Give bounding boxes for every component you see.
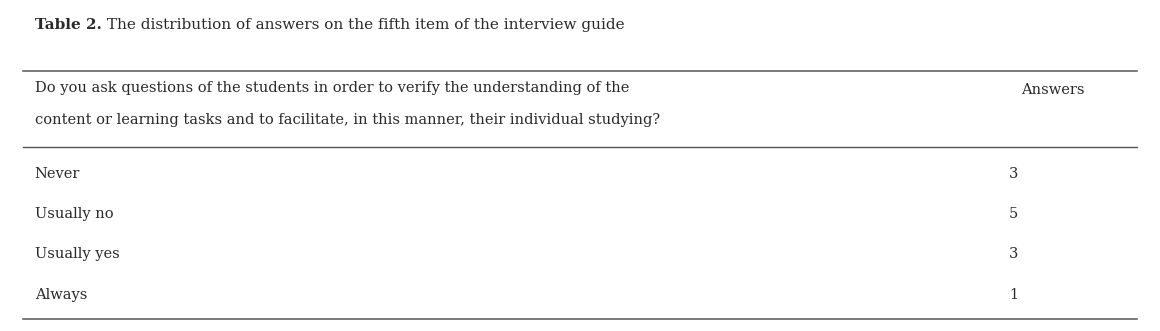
Text: 3: 3 bbox=[1009, 247, 1018, 260]
Text: Always: Always bbox=[35, 288, 87, 302]
Text: Never: Never bbox=[35, 167, 80, 181]
Text: 3: 3 bbox=[1009, 167, 1018, 181]
Text: content or learning tasks and to facilitate, in this manner, their individual st: content or learning tasks and to facilit… bbox=[35, 113, 660, 126]
Text: Usually no: Usually no bbox=[35, 207, 114, 221]
Text: 5: 5 bbox=[1009, 207, 1018, 221]
Text: The distribution of answers on the fifth item of the interview guide: The distribution of answers on the fifth… bbox=[102, 18, 625, 32]
Text: Usually yes: Usually yes bbox=[35, 247, 119, 260]
Text: Table 2.: Table 2. bbox=[35, 18, 102, 32]
Text: Do you ask questions of the students in order to verify the understanding of the: Do you ask questions of the students in … bbox=[35, 81, 629, 95]
Text: Answers: Answers bbox=[1021, 83, 1085, 97]
Text: 1: 1 bbox=[1009, 288, 1018, 302]
